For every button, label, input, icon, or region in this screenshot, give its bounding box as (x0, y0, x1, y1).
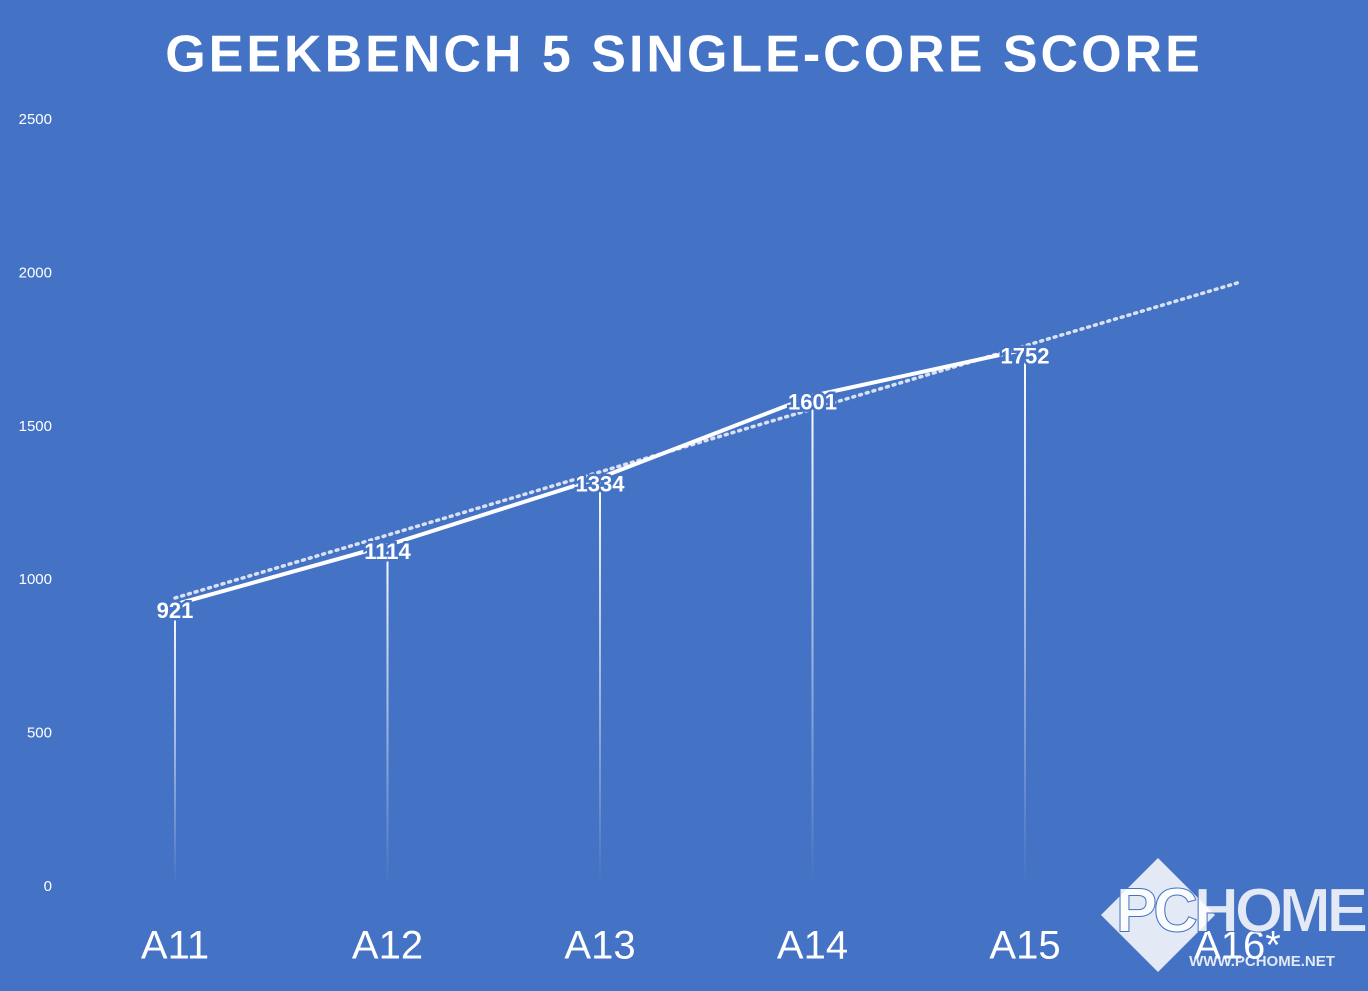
drop-line (1024, 349, 1026, 887)
watermark-diamond (1101, 858, 1215, 972)
y-tick-label: 0 (44, 878, 52, 895)
trendline (173, 281, 1240, 600)
data-label: 1601 (788, 390, 837, 415)
x-tick-label: A12 (352, 924, 423, 968)
data-label: 1334 (576, 472, 626, 497)
drop-line (599, 477, 601, 887)
watermark-url: WWW.PCHOME.NET (1189, 953, 1335, 970)
drop-line (174, 604, 176, 887)
y-tick-label: 2000 (19, 264, 52, 281)
data-label: 1114 (364, 539, 411, 564)
drop-line (386, 545, 389, 887)
data-label: 921 (157, 598, 194, 623)
x-tick-label: A11 (141, 924, 209, 968)
y-tick-label: 1000 (19, 571, 52, 588)
y-tick-label: 1500 (19, 418, 52, 435)
y-tick-label: 2500 (19, 111, 52, 128)
y-tick-label: 500 (27, 725, 52, 742)
x-tick-label: A15 (989, 924, 1060, 968)
x-tick-label: A14 (777, 924, 848, 968)
drop-line (811, 395, 814, 887)
chart-title: GEEKBENCH 5 SINGLE-CORE SCORE (165, 26, 1203, 84)
x-tick-label: A16* (1194, 924, 1281, 968)
data-label: 1752 (1001, 343, 1050, 368)
series-line (174, 347, 1026, 607)
watermark-logo: PCHOME (1116, 876, 1366, 945)
x-tick-label: A13 (564, 924, 635, 968)
